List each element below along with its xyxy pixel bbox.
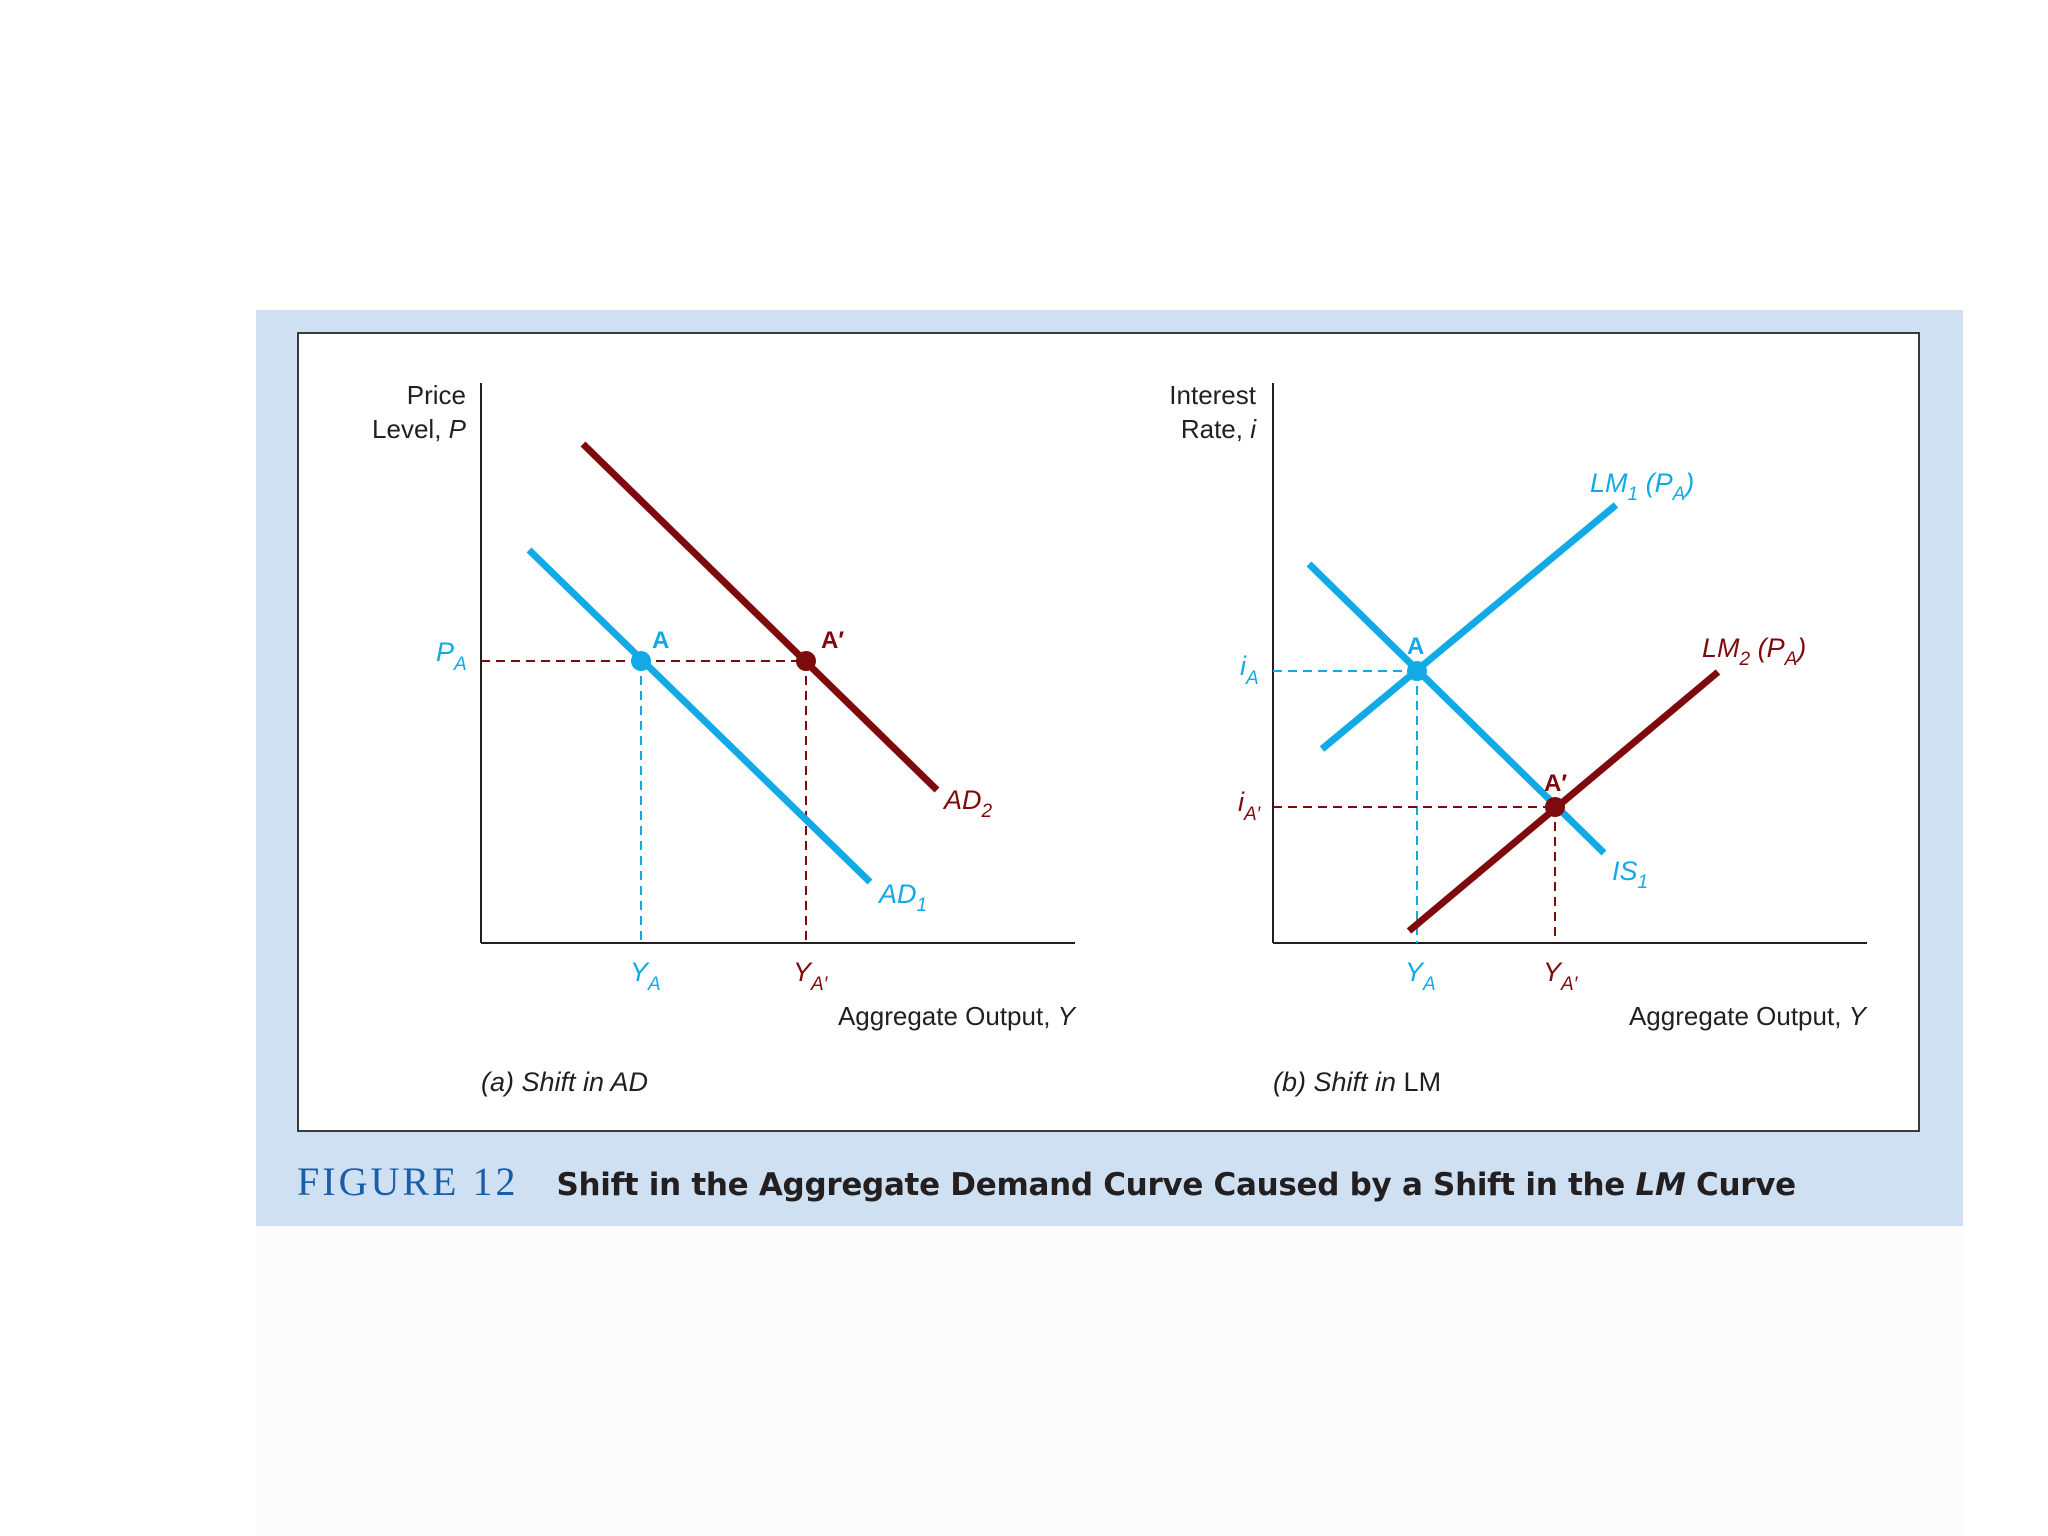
ad2-label: AD2 [942, 785, 993, 822]
point-b-a-marker [1407, 661, 1427, 681]
point-a-label: A [652, 627, 669, 654]
panel-b: Interest Rate, i iA iA′ A A′ LM1 (PA) LM… [1169, 380, 1867, 1097]
panel-b-ya-label: YA [1405, 957, 1436, 995]
ad2-curve [580, 441, 940, 793]
point-a-prime-marker [796, 651, 816, 671]
panel-a: Price Level, P PA A A′ AD2 AD1 YA YA′ Ag… [372, 380, 1077, 1097]
panel-a-y-axis-title-line2: Level, P [372, 414, 467, 444]
panel-a-ya-prime-label: YA′ [793, 957, 829, 995]
panel-b-caption: (b) Shift in LM [1273, 1067, 1441, 1097]
lm2-label: LM2 (PA) [1702, 633, 1806, 670]
figure-title: Shift in the Aggregate Demand Curve Caus… [556, 1167, 1796, 1203]
interest-ia-prime-label: iA′ [1238, 787, 1262, 825]
lm2-curve [1406, 669, 1721, 934]
lm1-curve [1319, 502, 1619, 752]
ad1-curve [526, 547, 873, 885]
panel-b-x-axis-title: Aggregate Output, Y [1629, 1001, 1868, 1031]
point-b-a-label: A [1407, 633, 1424, 660]
point-a-prime-label: A′ [821, 627, 844, 654]
figure-number: FIGURE 12 [297, 1159, 519, 1204]
panel-a-ya-label: YA [630, 957, 661, 995]
panel-b-y-axis-title-line1: Interest [1169, 380, 1256, 410]
panel-b-y-axis-title-line2: Rate, i [1181, 414, 1257, 444]
price-level-pa-label: PA [436, 637, 467, 675]
panel-a-caption: (a) Shift in AD [481, 1067, 648, 1097]
point-b-a-prime-marker [1545, 797, 1565, 817]
point-b-a-prime-label: A′ [1544, 770, 1567, 797]
interest-ia-label: iA [1240, 651, 1259, 689]
is1-label: IS1 [1612, 856, 1648, 893]
panel-a-x-axis-title: Aggregate Output, Y [838, 1001, 1077, 1031]
lower-background [256, 1226, 1963, 1536]
panel-b-ya-prime-label: YA′ [1543, 957, 1579, 995]
point-a-marker [631, 651, 651, 671]
ad1-label: AD1 [877, 879, 927, 916]
figure-caption: FIGURE 12 Shift in the Aggregate Demand … [297, 1158, 1796, 1208]
panel-a-y-axis-title-line1: Price [407, 380, 466, 410]
lm1-label: LM1 (PA) [1590, 468, 1694, 505]
